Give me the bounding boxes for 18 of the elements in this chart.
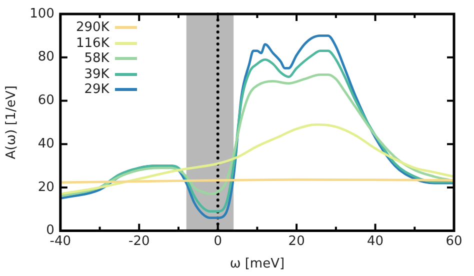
- y-tick-label: 20: [38, 180, 54, 195]
- legend-label: 29K: [84, 82, 110, 98]
- x-tick-label: -20: [128, 234, 150, 249]
- y-tick-label: 80: [38, 50, 54, 65]
- x-tick-label: 0: [214, 234, 222, 249]
- legend-label: 290K: [76, 20, 110, 36]
- line-series: [60, 123, 454, 196]
- y-tick-label: 60: [38, 93, 54, 108]
- x-tick-label: 60: [446, 234, 462, 249]
- x-axis-title: ω [meV]: [230, 256, 285, 272]
- y-tick-label: 40: [38, 136, 54, 152]
- legend-label: 39K: [84, 66, 110, 82]
- legend-label: 58K: [84, 51, 110, 66]
- x-tick-label: 20: [288, 234, 305, 249]
- y-tick-label: 100: [30, 6, 54, 22]
- y-axis-title: A(ω) [1/eV]: [4, 86, 20, 160]
- x-tick-label: 40: [367, 234, 384, 249]
- legend-label: 116K: [76, 36, 110, 51]
